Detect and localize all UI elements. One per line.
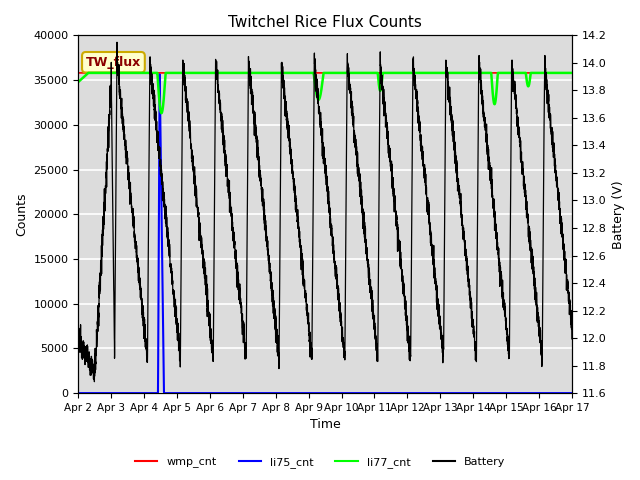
- Y-axis label: Battery (V): Battery (V): [612, 180, 625, 249]
- Text: TW_flux: TW_flux: [86, 56, 141, 69]
- Y-axis label: Counts: Counts: [15, 192, 28, 236]
- X-axis label: Time: Time: [310, 419, 340, 432]
- Title: Twitchel Rice Flux Counts: Twitchel Rice Flux Counts: [228, 15, 422, 30]
- Legend: wmp_cnt, li75_cnt, li77_cnt, Battery: wmp_cnt, li75_cnt, li77_cnt, Battery: [131, 452, 509, 472]
